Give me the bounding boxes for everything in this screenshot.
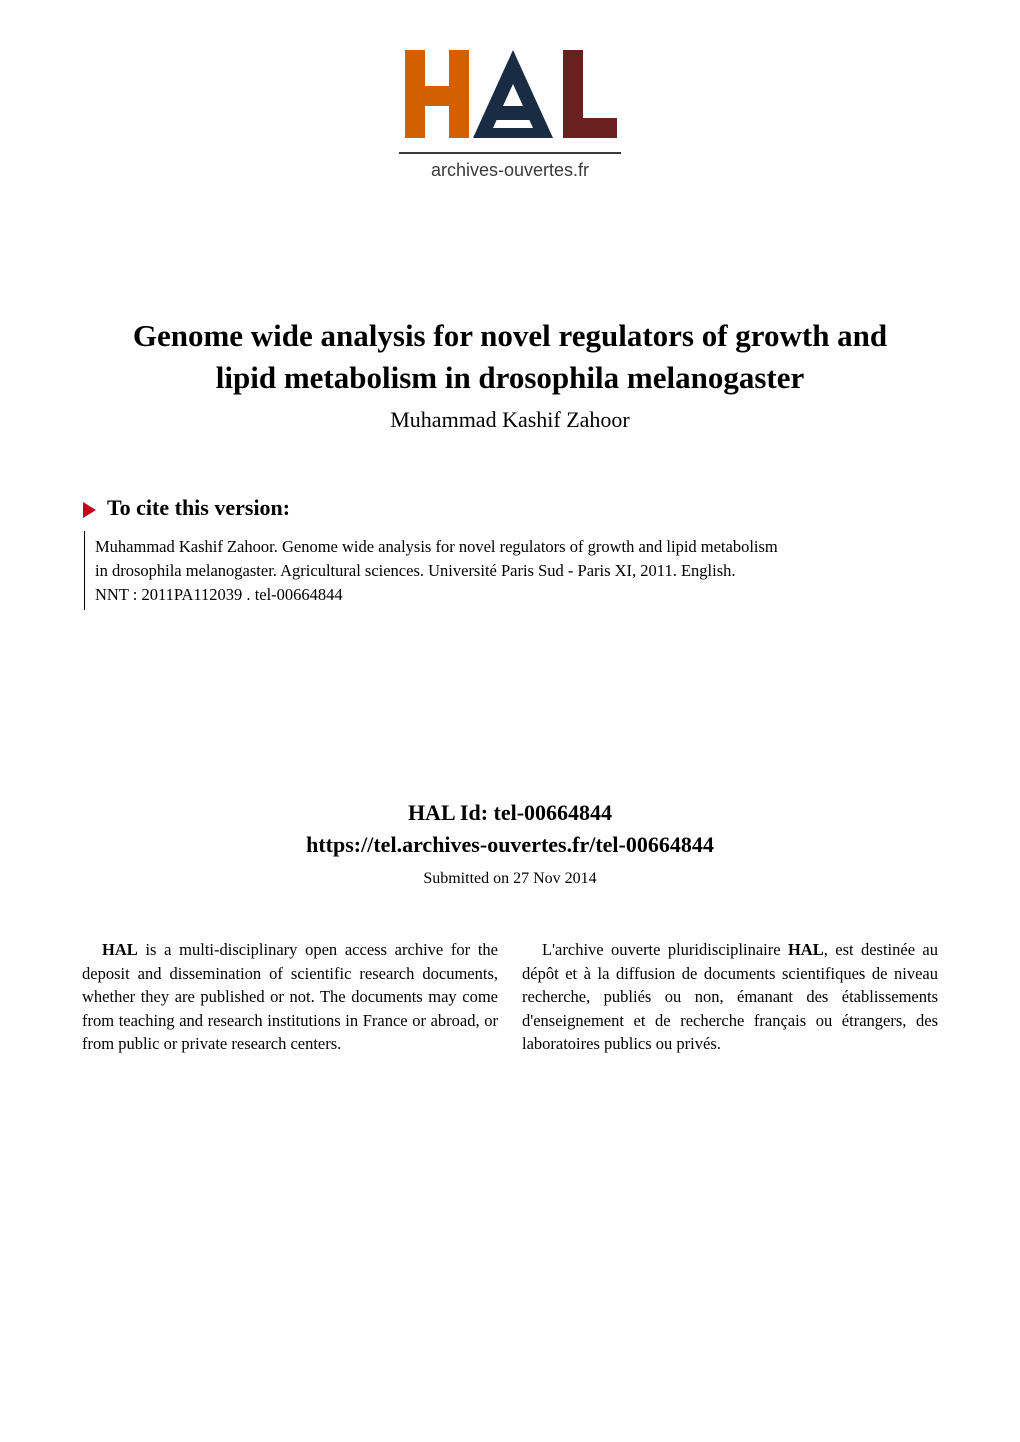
paper-author: Muhammad Kashif Zahoor	[82, 407, 938, 433]
desc-fr-pre: L'archive ouverte pluridisciplinaire	[542, 940, 788, 959]
logo-letter-h	[405, 50, 469, 138]
citation-hal-id: tel-00664844	[255, 585, 343, 604]
cite-this-version-label: To cite this version:	[107, 495, 290, 521]
citation-nnt: NNT : 2011PA112039 .	[95, 585, 255, 604]
logo-letter-a	[473, 50, 553, 138]
caret-right-icon	[82, 501, 97, 524]
logo-wrap: archives-ouvertes.fr	[82, 40, 938, 193]
paper-title: Genome wide analysis for novel regulator…	[82, 315, 938, 399]
cite-header-row: To cite this version:	[82, 495, 938, 531]
description-english: HAL is a multi-disciplinary open access …	[82, 938, 498, 1055]
citation-block: Muhammad Kashif Zahoor. Genome wide anal…	[84, 531, 938, 611]
citation-line-3: NNT : 2011PA112039 . tel-00664844	[95, 583, 938, 607]
hal-id-value: tel-00664844	[494, 800, 613, 825]
logo-letter-l	[563, 50, 617, 138]
hal-id-label: HAL Id:	[408, 800, 494, 825]
title-line-2: lipid metabolism in drosophila melanogas…	[216, 360, 805, 395]
hal-bold-en: HAL	[102, 940, 138, 959]
citation-line-2: in drosophila melanogaster. Agricultural…	[95, 559, 938, 583]
hal-logo: archives-ouvertes.fr	[395, 40, 625, 188]
hal-id-line: HAL Id: tel-00664844	[82, 800, 938, 826]
hal-bold-fr: HAL	[788, 940, 824, 959]
desc-en-text: is a multi-disciplinary open access arch…	[82, 940, 498, 1053]
title-line-1: Genome wide analysis for novel regulator…	[133, 318, 887, 353]
description-french: L'archive ouverte pluridisciplinaire HAL…	[522, 938, 938, 1055]
hal-url[interactable]: https://tel.archives-ouvertes.fr/tel-006…	[82, 832, 938, 858]
hal-id-block: HAL Id: tel-00664844 https://tel.archive…	[82, 800, 938, 888]
submitted-date: Submitted on 27 Nov 2014	[82, 870, 938, 888]
description-columns: HAL is a multi-disciplinary open access …	[82, 938, 938, 1055]
logo-subtitle: archives-ouvertes.fr	[431, 160, 589, 180]
page: archives-ouvertes.fr Genome wide analysi…	[0, 0, 1020, 1442]
citation-line-1: Muhammad Kashif Zahoor. Genome wide anal…	[95, 535, 938, 559]
